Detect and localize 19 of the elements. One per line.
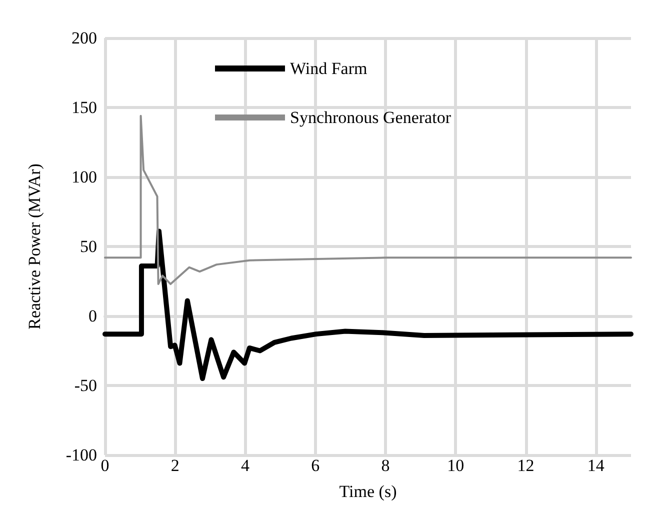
legend-label: Wind Farm [290,59,368,78]
y-tick-label: 100 [72,168,97,186]
x-tick-label: 12 [517,456,534,475]
y-tick-label: 0 [88,306,97,326]
x-tick-label: 4 [241,456,250,475]
y-tick-label: 150 [72,98,97,117]
y-tick-label: 200 [72,28,97,48]
x-tick-label: 2 [170,456,180,475]
y-tick-label: 50 [80,237,97,256]
x-tick-label: 14 [587,456,605,475]
y-tick-label: -50 [74,376,97,395]
x-tick-label: 8 [381,456,390,475]
x-axis-title: Time (s) [339,482,397,501]
x-tick-label: 0 [100,456,110,475]
legend-label: Synchronous Generator [290,108,452,127]
y-tick-label: -100 [66,446,97,464]
x-tick-label: 10 [447,456,464,475]
x-tick-label: 6 [311,456,320,475]
y-axis-title: Reactive Power (MVAr) [25,164,44,330]
